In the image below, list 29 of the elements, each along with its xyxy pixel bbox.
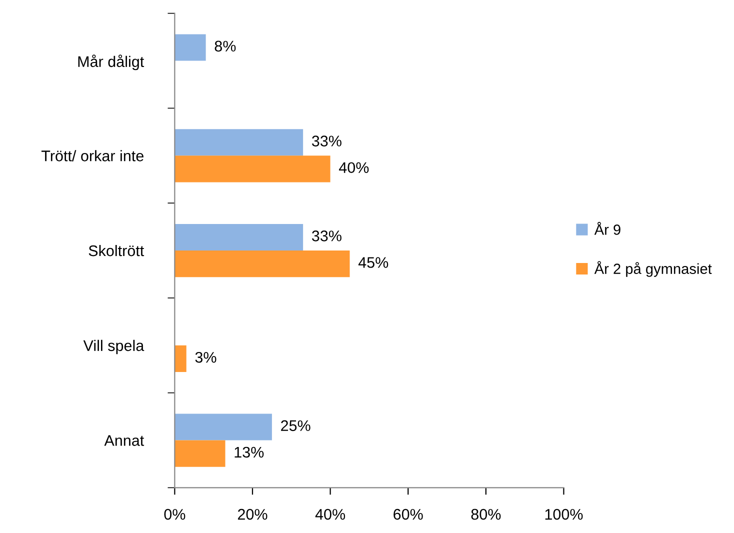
data-label: 8% (214, 40, 236, 52)
bar (174, 440, 226, 467)
legend-label: År 2 på gymnasiet (594, 261, 712, 277)
data-label: 40% (338, 162, 369, 174)
data-label: 45% (358, 257, 388, 268)
legend-label: År 9 (594, 222, 620, 235)
data-label: 3% (195, 352, 216, 363)
x-tick-label: 0% (164, 508, 186, 520)
y-tick-label: Trött/ orkar inte (41, 150, 144, 162)
bar (174, 129, 304, 156)
data-label: 33% (312, 136, 342, 146)
y-tick-label: Annat (104, 435, 144, 446)
y-tick-label: Skoltrött (88, 244, 144, 256)
y-tick-label: Mår dåligt (78, 54, 144, 70)
bar (174, 34, 206, 61)
x-tick-label: 40% (315, 508, 346, 520)
bar (174, 414, 272, 440)
data-label: 33% (312, 230, 342, 242)
x-tick-label: 100% (545, 508, 583, 520)
bar (174, 156, 330, 182)
data-label: 25% (281, 420, 310, 432)
data-label: 13% (234, 446, 264, 458)
bar (174, 250, 350, 278)
x-tick-label: 20% (238, 508, 268, 520)
y-tick-label: Vill spela (83, 340, 144, 354)
x-tick-label: 60% (394, 508, 423, 520)
x-tick-label: 80% (471, 508, 501, 520)
bar (174, 345, 186, 372)
bar (174, 224, 304, 251)
